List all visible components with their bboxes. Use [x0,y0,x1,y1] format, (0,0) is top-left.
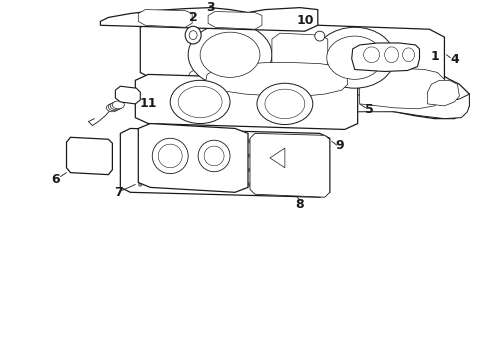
Ellipse shape [185,168,189,172]
Polygon shape [140,19,444,90]
Ellipse shape [403,48,415,62]
Ellipse shape [204,146,224,166]
Ellipse shape [315,31,325,41]
Polygon shape [272,33,328,76]
Polygon shape [172,39,435,60]
Polygon shape [360,68,444,109]
Polygon shape [115,86,140,104]
Ellipse shape [170,139,173,143]
Ellipse shape [138,168,142,172]
Ellipse shape [198,140,230,172]
Ellipse shape [327,36,383,79]
Ellipse shape [217,183,221,186]
Text: 11: 11 [140,98,157,111]
Ellipse shape [364,47,380,63]
Ellipse shape [257,83,313,125]
Ellipse shape [154,168,158,172]
Ellipse shape [185,183,189,186]
Ellipse shape [170,168,173,172]
Ellipse shape [185,154,189,158]
Ellipse shape [232,168,236,172]
Text: 9: 9 [336,139,344,152]
Polygon shape [427,80,460,106]
Ellipse shape [248,139,252,143]
Ellipse shape [170,154,173,158]
Ellipse shape [110,102,122,110]
Ellipse shape [201,183,205,186]
Polygon shape [100,8,318,31]
Ellipse shape [138,183,142,186]
Ellipse shape [170,80,230,123]
Ellipse shape [178,86,222,118]
Ellipse shape [154,183,158,186]
Ellipse shape [248,168,252,172]
Ellipse shape [200,32,260,77]
Ellipse shape [201,168,205,172]
Polygon shape [165,41,469,119]
Ellipse shape [185,26,201,44]
Ellipse shape [189,31,197,40]
Text: 6: 6 [51,173,60,186]
Polygon shape [205,63,348,96]
Ellipse shape [138,154,142,158]
Ellipse shape [170,183,173,186]
Polygon shape [67,137,112,175]
Ellipse shape [108,103,121,111]
Ellipse shape [188,23,272,86]
Ellipse shape [158,144,182,168]
Polygon shape [270,148,285,168]
Ellipse shape [385,47,398,63]
Ellipse shape [138,139,142,143]
Ellipse shape [106,104,119,112]
Polygon shape [250,133,330,197]
Text: 2: 2 [189,11,197,24]
Ellipse shape [265,89,305,119]
Ellipse shape [185,139,189,143]
Polygon shape [165,79,469,119]
Ellipse shape [232,183,236,186]
Text: 5: 5 [365,103,374,116]
Polygon shape [121,129,330,197]
Polygon shape [138,10,192,27]
Ellipse shape [232,154,236,158]
Polygon shape [252,83,355,106]
Polygon shape [185,64,240,98]
Ellipse shape [112,101,124,109]
Ellipse shape [201,154,205,158]
Text: 10: 10 [296,14,314,27]
Ellipse shape [201,139,205,143]
Text: 4: 4 [450,53,459,66]
Polygon shape [138,123,248,192]
Polygon shape [352,43,419,72]
Ellipse shape [248,154,252,158]
Text: 1: 1 [430,50,439,63]
Text: 8: 8 [295,198,304,211]
Ellipse shape [217,168,221,172]
Ellipse shape [248,183,252,186]
Polygon shape [194,60,355,102]
Ellipse shape [232,139,236,143]
Polygon shape [208,12,262,29]
Ellipse shape [154,154,158,158]
Ellipse shape [152,138,188,174]
Text: 3: 3 [206,1,215,14]
Text: 7: 7 [114,186,122,199]
Ellipse shape [217,154,221,158]
Ellipse shape [217,139,221,143]
Polygon shape [135,75,358,130]
Ellipse shape [154,139,158,143]
Ellipse shape [315,27,394,88]
